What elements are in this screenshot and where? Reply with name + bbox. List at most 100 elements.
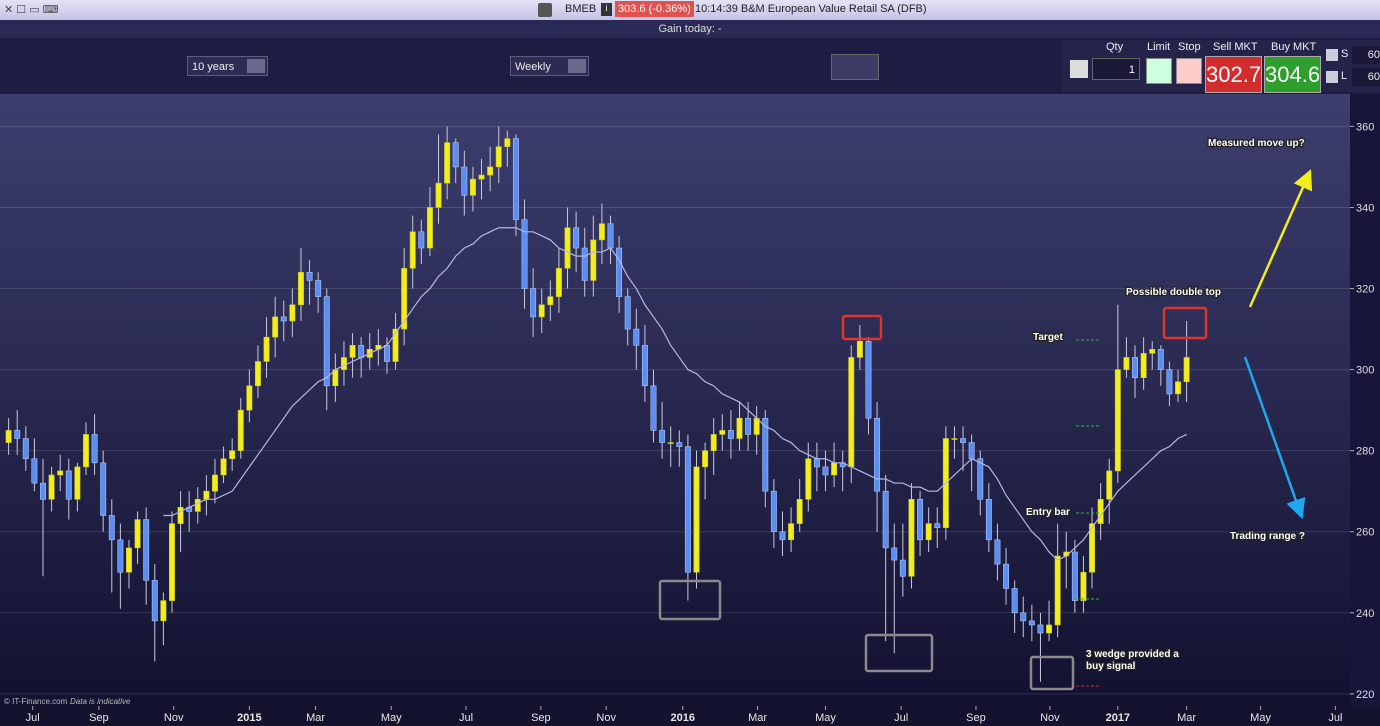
- wrench-button[interactable]: [1070, 60, 1088, 78]
- candle-body: [478, 174, 485, 180]
- candle-body: [891, 547, 898, 561]
- candle-body: [1028, 620, 1035, 626]
- toolbar: 10 years Weekly Qty Limit Stop Sell MKT …: [0, 38, 1380, 94]
- candle-body: [246, 385, 253, 411]
- candle-body: [805, 458, 812, 500]
- s-label: S: [1341, 48, 1349, 60]
- candle-body: [418, 231, 425, 249]
- candle-body: [65, 470, 72, 500]
- annotation: Target: [1033, 332, 1063, 343]
- candle-body: [1132, 357, 1138, 379]
- candle-body: [22, 438, 29, 460]
- candle-body: [659, 430, 666, 443]
- candle-body: [126, 547, 132, 573]
- chart-icon[interactable]: [538, 3, 552, 17]
- candle-body: [547, 296, 554, 306]
- plot-area: [0, 94, 1350, 706]
- candle-body: [151, 580, 158, 622]
- qty-input[interactable]: 1: [1092, 58, 1140, 80]
- drawings: [658, 169, 1313, 691]
- x-tick-label: Sep: [966, 712, 986, 724]
- candle-body: [194, 498, 201, 512]
- moving-average: [163, 227, 1187, 561]
- l-checkbox[interactable]: [1326, 71, 1338, 83]
- y-tick-label: 320: [1356, 284, 1374, 296]
- candle-body: [31, 458, 38, 484]
- stop-button[interactable]: [1176, 58, 1202, 84]
- candle-body: [684, 446, 691, 573]
- candle-body: [74, 466, 81, 500]
- candle-body: [538, 304, 545, 318]
- period-select[interactable]: 10 years: [187, 56, 268, 76]
- candle-body: [1037, 624, 1044, 634]
- candle-body: [624, 296, 631, 330]
- dropdown-button[interactable]: [247, 59, 265, 73]
- l-input[interactable]: 60: [1352, 68, 1380, 86]
- candle-body: [323, 296, 330, 387]
- candle-body: [676, 442, 683, 447]
- candle-body: [117, 539, 124, 573]
- candle-body: [1046, 624, 1053, 634]
- candle-body: [40, 482, 46, 500]
- candle-body: [229, 450, 236, 460]
- y-tick-label: 240: [1356, 608, 1374, 620]
- x-tick-label: Jul: [1328, 712, 1342, 724]
- symbol: BMEB: [565, 3, 597, 15]
- candle-body: [134, 519, 141, 549]
- x-tick-label: Jul: [26, 712, 40, 724]
- candle-body: [607, 223, 614, 249]
- s-checkbox[interactable]: [1326, 49, 1338, 61]
- x-tick-label: Jul: [894, 712, 908, 724]
- chart: 220 240 260 280 300 320 340 360 Jul Sep Nov 2015 Mar…: [0, 94, 1380, 726]
- candle-body: [57, 470, 64, 476]
- dropdown-button[interactable]: [568, 59, 586, 73]
- sell-button[interactable]: 302.7: [1205, 56, 1262, 93]
- candle-body: [203, 490, 210, 500]
- candle-body: [358, 344, 365, 358]
- candle-body: [590, 239, 597, 281]
- candle-body: [220, 458, 227, 476]
- qty-label: Qty: [1106, 41, 1124, 53]
- indicator-button[interactable]: [831, 54, 879, 80]
- candle-body: [727, 430, 734, 439]
- annotation: Measured move up?: [1208, 138, 1305, 149]
- interval-select[interactable]: Weekly: [510, 56, 589, 76]
- candle-body: [383, 344, 390, 362]
- interval-text: Weekly: [515, 61, 551, 73]
- x-axis-area: [0, 706, 1380, 726]
- candle-body: [212, 474, 218, 492]
- x-tick-label: 2015: [237, 712, 261, 724]
- candle-body: [530, 288, 537, 318]
- candle-body: [426, 207, 433, 249]
- y-tick-label: 300: [1356, 365, 1374, 377]
- window-icons[interactable]: ✕ ☐ ▭ ⌨: [4, 4, 59, 16]
- candle-body: [5, 430, 12, 443]
- candle-body: [1149, 349, 1156, 354]
- candle-body: [745, 417, 752, 435]
- x-tick-label: May: [381, 712, 402, 724]
- candle-body: [925, 523, 932, 541]
- candle-body: [788, 523, 795, 541]
- limit-button[interactable]: [1146, 58, 1172, 84]
- candle-body: [521, 219, 528, 289]
- level-lines: [1076, 339, 1100, 687]
- info-icon[interactable]: i: [601, 3, 612, 16]
- gain-row: Gain today: -: [0, 20, 1380, 38]
- buy-button[interactable]: 304.6: [1264, 56, 1321, 93]
- candle-body: [934, 523, 941, 528]
- annotation: Entry bar: [1026, 507, 1070, 518]
- candle-body: [968, 442, 975, 460]
- candle-body: [813, 458, 820, 468]
- x-tick-label: 2016: [670, 712, 694, 724]
- gray-box: [1029, 655, 1075, 691]
- candle-body: [598, 223, 605, 241]
- y-tick-label: 340: [1356, 202, 1374, 214]
- s-input[interactable]: 60: [1352, 46, 1380, 64]
- gray-box: [658, 579, 722, 621]
- candle-body: [392, 328, 399, 362]
- candle-body: [409, 231, 416, 269]
- candle-body: [1003, 563, 1010, 589]
- candle-body: [177, 507, 184, 524]
- period-text: 10 years: [192, 61, 235, 73]
- candle-body: [315, 280, 322, 297]
